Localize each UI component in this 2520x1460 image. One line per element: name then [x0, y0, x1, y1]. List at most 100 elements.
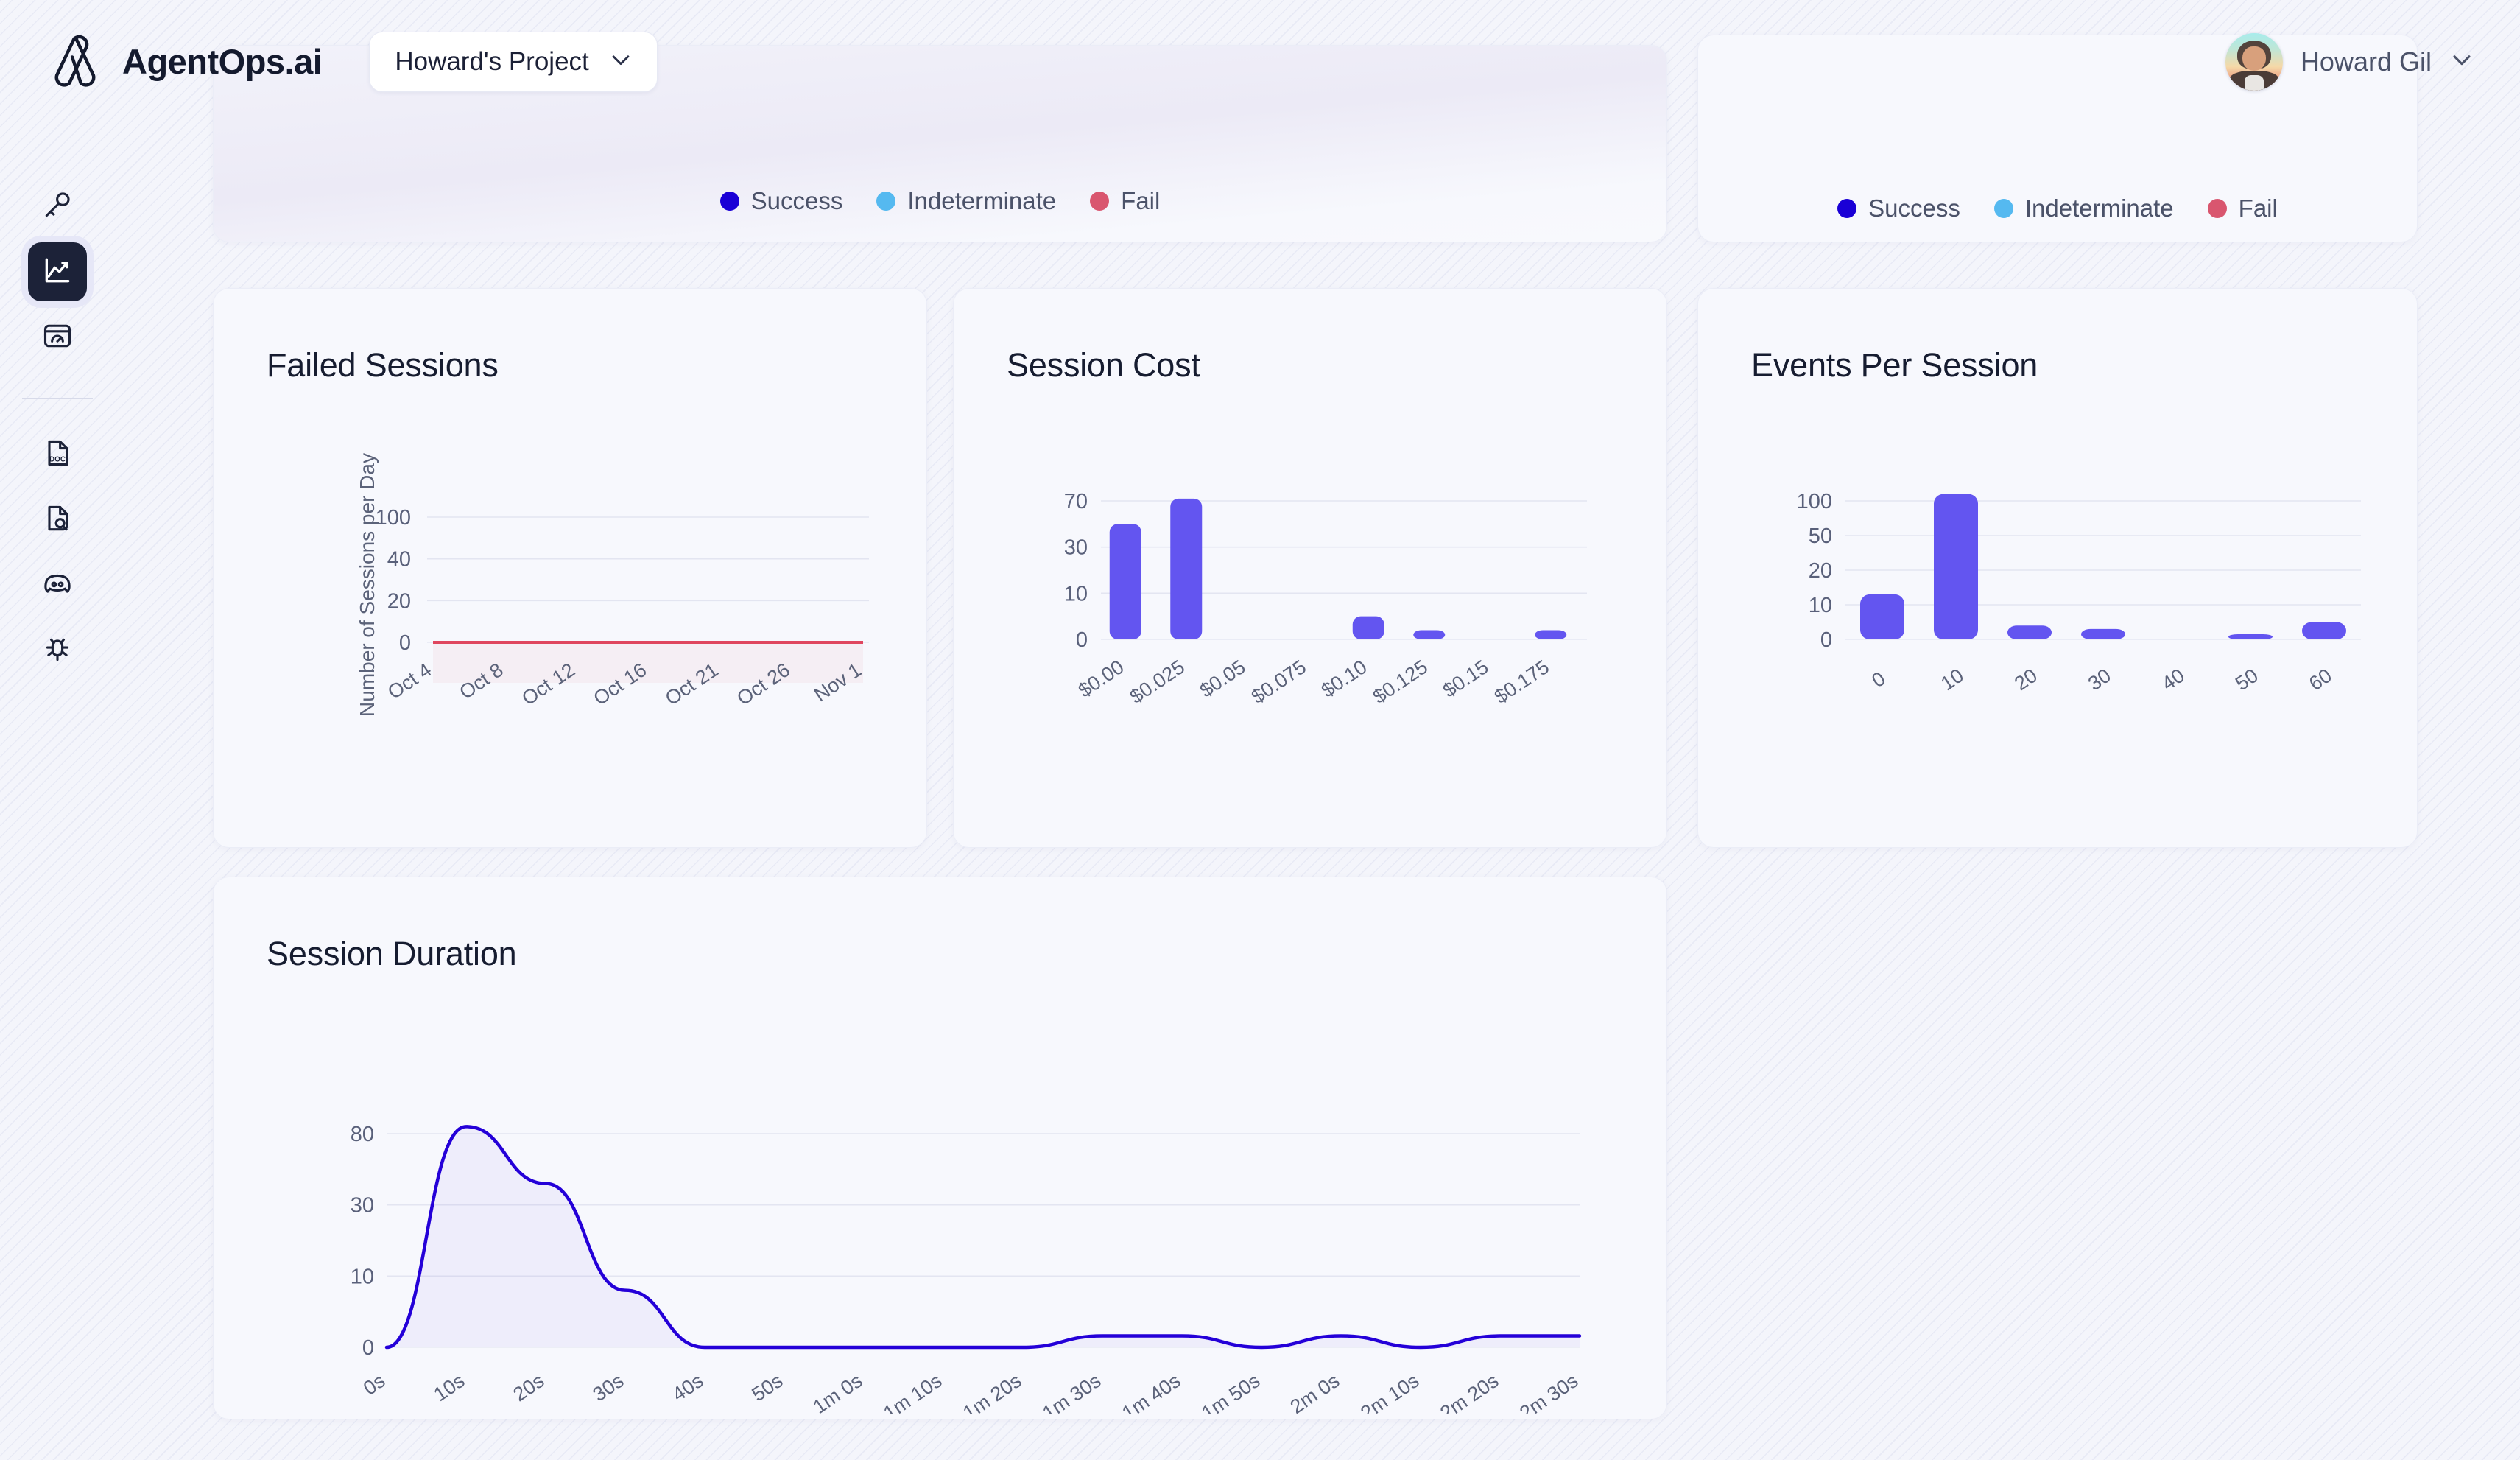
chevron-down-icon [2449, 47, 2474, 76]
svg-text:1m 0s: 1m 0s [809, 1369, 867, 1414]
svg-text:40: 40 [2158, 664, 2189, 695]
dashboard-icon [41, 320, 74, 356]
session-duration-chart[interactable]: 0 10 30 80 0s 10s 20s 30s 40s 50s 1m 0s 1m 10s 1m 20… [214, 986, 1668, 1424]
bug-icon [41, 634, 74, 670]
discord-icon [41, 568, 74, 604]
svg-text:50: 50 [2231, 664, 2262, 695]
svg-text:$0.15: $0.15 [1439, 656, 1493, 702]
svg-text:10: 10 [1064, 582, 1088, 606]
legend-label-fail: Fail [1121, 187, 1161, 214]
svg-text:$0.025: $0.025 [1126, 656, 1189, 708]
session-cost-card: Session Cost 0 10 30 70 $0.00 $0.025 $0.05 $0.0… [953, 288, 1667, 848]
svg-text:0s: 0s [359, 1369, 389, 1400]
session-cost-title: Session Cost [1007, 346, 1200, 384]
agentops-logo-icon [44, 31, 106, 93]
svg-text:2m 10s: 2m 10s [1356, 1369, 1423, 1414]
dashboard: Success Indeterminate Fail Success Indet… [114, 35, 2520, 1460]
svg-text:0: 0 [1076, 628, 1088, 652]
user-name: Howard Gil [2300, 46, 2432, 77]
svg-text:2m 20s: 2m 20s [1436, 1369, 1502, 1414]
brand-name: AgentOps.ai [122, 42, 323, 81]
svg-text:40: 40 [387, 548, 411, 572]
svg-text:1m 50s: 1m 50s [1197, 1369, 1264, 1414]
sidebar-item-overview[interactable] [27, 242, 87, 301]
svg-text:1m 10s: 1m 10s [879, 1369, 946, 1414]
sidebar-item-docs[interactable]: DOC [28, 425, 87, 484]
svg-text:50: 50 [1809, 524, 1832, 548]
svg-text:10: 10 [1809, 594, 1832, 617]
session-cost-chart[interactable]: 0 10 30 70 $0.00 $0.025 $0.05 $0.075 $0.10 $0.125… [954, 392, 1668, 834]
legend-dot-success [719, 192, 739, 211]
svg-text:1m 30s: 1m 30s [1038, 1369, 1105, 1414]
svg-text:10s: 10s [429, 1369, 468, 1405]
svg-text:30s: 30s [588, 1369, 627, 1405]
chevron-down-icon [608, 47, 633, 76]
avatar [2225, 32, 2283, 91]
events-per-session-title: Events Per Session [1751, 346, 2038, 384]
svg-text:1m 40s: 1m 40s [1118, 1369, 1184, 1414]
svg-text:$0.075: $0.075 [1247, 656, 1310, 708]
session-duration-card: Session Duration 0 10 30 80 0s 10s 20s 30s 40s 50… [213, 877, 1668, 1424]
project-switcher-label: Howard's Project [395, 46, 589, 76]
failed-sessions-card: Failed Sessions 0 20 40 100 Number of Sessio… [213, 288, 927, 848]
svg-text:20: 20 [387, 589, 411, 613]
file-search-icon [41, 502, 74, 538]
key-icon [41, 189, 74, 225]
svg-text:0: 0 [1820, 628, 1832, 652]
svg-text:DOC: DOC [49, 455, 66, 463]
svg-text:Oct 4: Oct 4 [384, 659, 435, 703]
legend-dot-success [1837, 199, 1857, 218]
legend-dot-indeterminate [876, 192, 896, 211]
svg-text:30: 30 [2084, 664, 2115, 695]
session-summary-card: Success Indeterminate Fail [1697, 35, 2418, 242]
legend-label-fail: Fail [2238, 194, 2278, 222]
svg-text:10: 10 [1937, 664, 1968, 695]
legend-dot-fail [1090, 192, 1110, 211]
svg-text:0: 0 [399, 631, 411, 655]
sidebar-item-discord[interactable] [28, 556, 87, 615]
project-switcher[interactable]: Howard's Project [369, 31, 658, 92]
legend-item-fail[interactable]: Fail [2207, 194, 2278, 222]
app-header: AgentOps.ai Howard's Project Howard Gil [0, 0, 2520, 123]
legend-item-fail[interactable]: Fail [1090, 187, 1160, 215]
events-per-session-card: Events Per Session 0 10 20 50 100 0 10 20 30 40 50… [1697, 288, 2418, 848]
legend-label-indeterminate: Indeterminate [907, 187, 1057, 214]
svg-text:30: 30 [351, 1194, 374, 1218]
svg-text:20: 20 [1809, 559, 1832, 583]
sidebar: DOC [0, 123, 114, 1460]
legend-item-success[interactable]: Success [1837, 194, 1960, 222]
legend-label-indeterminate: Indeterminate [2024, 194, 2174, 222]
sidebar-item-file-search[interactable] [28, 491, 87, 550]
svg-text:Number of Sessions per Day: Number of Sessions per Day [356, 453, 379, 717]
legend-dot-indeterminate [1993, 199, 2013, 218]
events-per-session-chart[interactable]: 0 10 20 50 100 0 10 20 30 40 50 60 [1698, 392, 2418, 834]
svg-text:100: 100 [1797, 490, 1832, 513]
sidebar-item-api-keys[interactable] [28, 177, 87, 236]
brand: AgentOps.ai [44, 31, 323, 93]
sidebar-item-report-bug[interactable] [28, 622, 87, 681]
svg-text:50s: 50s [747, 1369, 786, 1405]
svg-text:20s: 20s [509, 1369, 548, 1405]
svg-text:0: 0 [1868, 667, 1889, 692]
svg-text:30: 30 [1064, 536, 1088, 560]
legend: Success Indeterminate Fail [1698, 194, 2417, 222]
svg-text:20: 20 [2010, 664, 2041, 695]
svg-text:$0.10: $0.10 [1317, 656, 1371, 702]
svg-text:2m 30s: 2m 30s [1516, 1369, 1582, 1414]
legend-item-success[interactable]: Success [719, 187, 843, 215]
svg-text:$0.125: $0.125 [1369, 656, 1432, 708]
svg-text:100: 100 [376, 506, 411, 530]
svg-text:1m 20s: 1m 20s [959, 1369, 1025, 1414]
sidebar-item-sessions[interactable] [28, 308, 87, 367]
sidebar-divider [21, 398, 93, 399]
legend-item-indeterminate[interactable]: Indeterminate [876, 187, 1056, 215]
legend-label-success: Success [1868, 194, 1960, 222]
svg-text:40s: 40s [668, 1369, 707, 1405]
legend-label-success: Success [750, 187, 843, 214]
legend-item-indeterminate[interactable]: Indeterminate [1993, 194, 2174, 222]
user-menu[interactable]: Howard Gil [2225, 32, 2485, 91]
svg-text:70: 70 [1064, 490, 1088, 513]
doc-icon: DOC [41, 437, 74, 473]
svg-text:10: 10 [351, 1265, 374, 1288]
